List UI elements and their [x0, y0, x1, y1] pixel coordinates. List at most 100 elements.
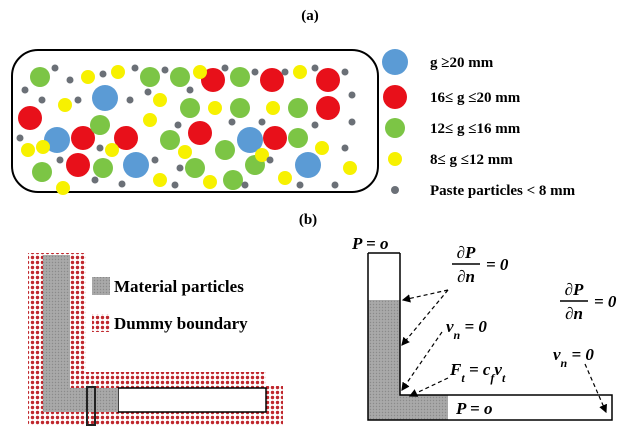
- equation-rhs: = 0: [486, 255, 509, 274]
- legend: g ≥20 mm 16≤ g ≤20 mm 12≤ g ≤16 mm 8≤ g ≤12…: [382, 49, 576, 199]
- particle: [341, 68, 349, 76]
- particle: [111, 65, 125, 79]
- legend-label: Material particles: [114, 277, 244, 296]
- equation-part: = o: [466, 399, 493, 418]
- equation: P = o: [351, 234, 388, 253]
- particle: [38, 96, 46, 104]
- particle: [161, 66, 169, 74]
- particle: [255, 148, 269, 162]
- legend-swatch: [385, 118, 405, 138]
- particle: [92, 85, 118, 111]
- particle: [311, 64, 319, 72]
- particle: [348, 118, 356, 126]
- particle: [16, 134, 24, 142]
- particle: [331, 181, 339, 189]
- numerator: ∂P: [457, 243, 476, 262]
- equation-part: v: [446, 317, 454, 336]
- particle: [193, 65, 207, 79]
- legend-swatch: [391, 186, 399, 194]
- legend-swatch: [382, 49, 408, 75]
- particle: [174, 121, 182, 129]
- particle: [201, 68, 225, 92]
- particle: [30, 67, 50, 87]
- particle: [91, 176, 99, 184]
- particle: [18, 106, 42, 130]
- equation-part: v: [494, 360, 502, 379]
- particle: [230, 98, 250, 118]
- particle: [316, 68, 340, 92]
- particle: [21, 86, 29, 94]
- particle: [316, 96, 340, 120]
- legend-label: 8≤ g ≤12 mm: [430, 152, 513, 168]
- particle: [266, 101, 280, 115]
- legend-label: 12≤ g ≤16 mm: [430, 121, 521, 137]
- particle: [288, 98, 308, 118]
- legend-label: 16≤ g ≤20 mm: [430, 90, 521, 106]
- equation-rhs: = 0: [594, 292, 617, 311]
- particle: [153, 93, 167, 107]
- particle: [296, 181, 304, 189]
- particle: [203, 175, 217, 189]
- particle: [278, 171, 292, 185]
- equation-part: P: [351, 234, 363, 253]
- particle: [260, 68, 284, 92]
- equation: P = o: [455, 399, 492, 418]
- equation-part: v: [553, 345, 561, 364]
- boundary-schematic: [367, 252, 613, 421]
- legend-label: g ≥20 mm: [430, 55, 494, 71]
- particle: [185, 158, 205, 178]
- particle: [56, 156, 64, 164]
- particle: [221, 64, 229, 72]
- particle: [223, 170, 243, 190]
- particle: [144, 88, 152, 96]
- equation-part: P: [455, 399, 467, 418]
- particle: [66, 76, 74, 84]
- particle: [176, 164, 184, 172]
- particle: [341, 144, 349, 152]
- equation-part: = 0: [567, 345, 594, 364]
- particle: [143, 113, 157, 127]
- particle: [160, 130, 180, 150]
- particle: [58, 98, 72, 112]
- particle: [66, 153, 90, 177]
- particle: [188, 121, 212, 145]
- particle: [343, 161, 357, 175]
- particle: [315, 141, 329, 155]
- particle: [99, 70, 107, 78]
- equation-part: = 0: [460, 317, 487, 336]
- particle: [178, 145, 192, 159]
- particle: [81, 70, 95, 84]
- legend-label: Dummy boundary: [114, 314, 248, 333]
- legend-label: Paste particles < 8 mm: [430, 183, 576, 199]
- particle: [263, 126, 287, 150]
- equation: Ft = cfvt: [449, 360, 506, 385]
- particle: [241, 181, 249, 189]
- particle-model: [28, 253, 283, 426]
- particle: [288, 128, 308, 148]
- equation-part: n: [454, 328, 461, 342]
- particle: [251, 68, 259, 76]
- particle: [237, 127, 263, 153]
- particle: [71, 126, 95, 150]
- particle: [93, 158, 113, 178]
- particle: [96, 144, 104, 152]
- particle: [295, 152, 321, 178]
- equation-part: = o: [362, 234, 389, 253]
- particle: [118, 180, 126, 188]
- panel-label: (a): [301, 8, 319, 24]
- numerator: ∂P: [565, 280, 584, 299]
- equation: ∂P ∂n = 0: [560, 280, 617, 323]
- particle: [51, 64, 59, 72]
- particle: [228, 118, 236, 126]
- panel-label: (b): [299, 212, 317, 228]
- particle: [258, 118, 266, 126]
- particle: [348, 91, 356, 99]
- particle: [32, 162, 52, 182]
- equation-part: n: [561, 356, 568, 370]
- equation-part: F: [449, 360, 462, 379]
- particle: [208, 101, 222, 115]
- equation: ∂P ∂n = 0: [452, 243, 509, 286]
- particle: [44, 127, 70, 153]
- particle: [114, 126, 138, 150]
